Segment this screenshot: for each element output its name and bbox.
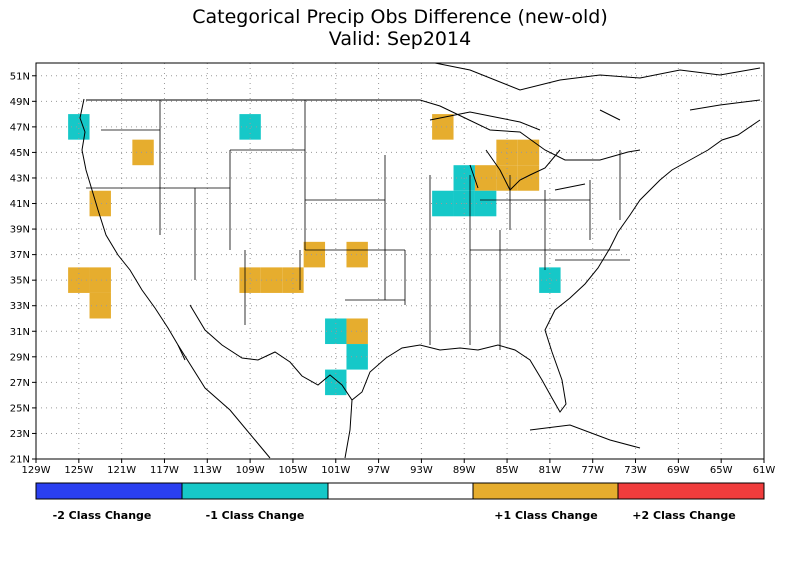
x-tick-label: 61W xyxy=(753,465,776,476)
us-coastline xyxy=(79,98,761,413)
longitude-ticks: 129W 125W 121W 117W 113W 109W 105W 101W 97W 93W 89… xyxy=(22,459,776,476)
legend-swatch-plus1 xyxy=(472,482,619,500)
y-tick-label: 21N xyxy=(10,455,30,466)
y-tick-label: 29N xyxy=(10,352,30,363)
difference-cell xyxy=(496,139,518,166)
x-tick-label: 125W xyxy=(64,465,93,476)
legend-label-minus1: -1 Class Change xyxy=(206,509,305,522)
difference-cell xyxy=(432,190,454,217)
difference-cell xyxy=(89,190,111,217)
cuba xyxy=(529,424,641,449)
difference-cell xyxy=(303,241,326,268)
legend-swatch-zero xyxy=(327,482,474,500)
difference-cell xyxy=(474,165,497,191)
y-tick-label: 37N xyxy=(10,250,30,261)
y-tick-label: 27N xyxy=(10,378,30,389)
x-tick-label: 77W xyxy=(581,465,604,476)
legend-swatch-minus1 xyxy=(181,482,329,500)
y-tick-label: 33N xyxy=(10,301,30,312)
difference-cell xyxy=(325,318,347,345)
y-tick-label: 49N xyxy=(10,97,30,108)
difference-cell xyxy=(239,114,261,140)
difference-cell xyxy=(89,292,111,319)
x-tick-label: 69W xyxy=(667,465,690,476)
y-tick-label: 23N xyxy=(10,429,30,440)
difference-cell xyxy=(432,114,454,140)
x-tick-label: 109W xyxy=(236,465,265,476)
mexico-coast xyxy=(177,344,353,459)
y-tick-label: 35N xyxy=(10,276,30,287)
y-tick-label: 31N xyxy=(10,327,30,338)
color-legend: -2 Class Change -1 Class Change +1 Class… xyxy=(35,482,765,522)
great-lakes xyxy=(429,111,586,191)
x-tick-label: 85W xyxy=(496,465,519,476)
x-tick-label: 81W xyxy=(539,465,562,476)
canada-border xyxy=(86,99,641,161)
x-tick-label: 129W xyxy=(22,465,51,476)
x-tick-label: 97W xyxy=(367,465,390,476)
difference-cell xyxy=(517,165,540,191)
y-tick-label: 43N xyxy=(10,173,30,184)
difference-cell xyxy=(239,267,261,293)
legend-swatch-minus2 xyxy=(35,482,183,500)
difference-cell xyxy=(453,165,475,191)
difference-cell xyxy=(68,114,90,140)
difference-cell xyxy=(346,318,368,345)
difference-cell xyxy=(517,139,540,166)
difference-cell xyxy=(68,267,90,293)
y-tick-label: 39N xyxy=(10,225,30,236)
map-title: Categorical Precip Obs Difference (new-o… xyxy=(192,6,608,28)
difference-cell xyxy=(89,267,111,293)
state-lines xyxy=(86,100,630,350)
latitude-ticks: 21N 23N 25N 27N 29N 31N 33N 35N 37N 39N 41N 43N 45N 4… xyxy=(10,71,36,466)
difference-cell xyxy=(282,267,304,293)
difference-cell xyxy=(496,165,518,191)
legend-label-plus1: +1 Class Change xyxy=(494,509,597,522)
boundary-outlines xyxy=(79,63,761,459)
y-tick-label: 47N xyxy=(10,122,30,133)
x-tick-label: 113W xyxy=(193,465,222,476)
state-boundaries xyxy=(86,100,630,350)
map-frame xyxy=(35,62,765,460)
difference-cell xyxy=(474,190,497,217)
difference-cell xyxy=(346,344,368,370)
graticule xyxy=(36,63,764,459)
y-tick-label: 41N xyxy=(10,199,30,210)
map-subtitle: Valid: Sep2014 xyxy=(328,28,472,50)
canada-coast xyxy=(432,63,761,121)
x-tick-label: 105W xyxy=(278,465,307,476)
x-tick-label: 121W xyxy=(107,465,136,476)
x-tick-label: 93W xyxy=(410,465,433,476)
y-tick-label: 51N xyxy=(10,71,30,82)
legend-label-minus2: -2 Class Change xyxy=(53,509,152,522)
difference-cells xyxy=(68,114,561,396)
difference-cell xyxy=(132,139,154,166)
y-tick-label: 45N xyxy=(10,148,30,159)
y-tick-label: 25N xyxy=(10,403,30,414)
difference-cell xyxy=(539,267,561,293)
x-tick-label: 65W xyxy=(710,465,733,476)
legend-label-plus2: +2 Class Change xyxy=(632,509,735,522)
x-tick-label: 117W xyxy=(150,465,179,476)
x-tick-label: 73W xyxy=(624,465,647,476)
difference-cell xyxy=(346,241,368,268)
x-tick-label: 101W xyxy=(321,465,350,476)
legend-swatch-plus2 xyxy=(617,482,765,500)
x-tick-label: 89W xyxy=(453,465,476,476)
